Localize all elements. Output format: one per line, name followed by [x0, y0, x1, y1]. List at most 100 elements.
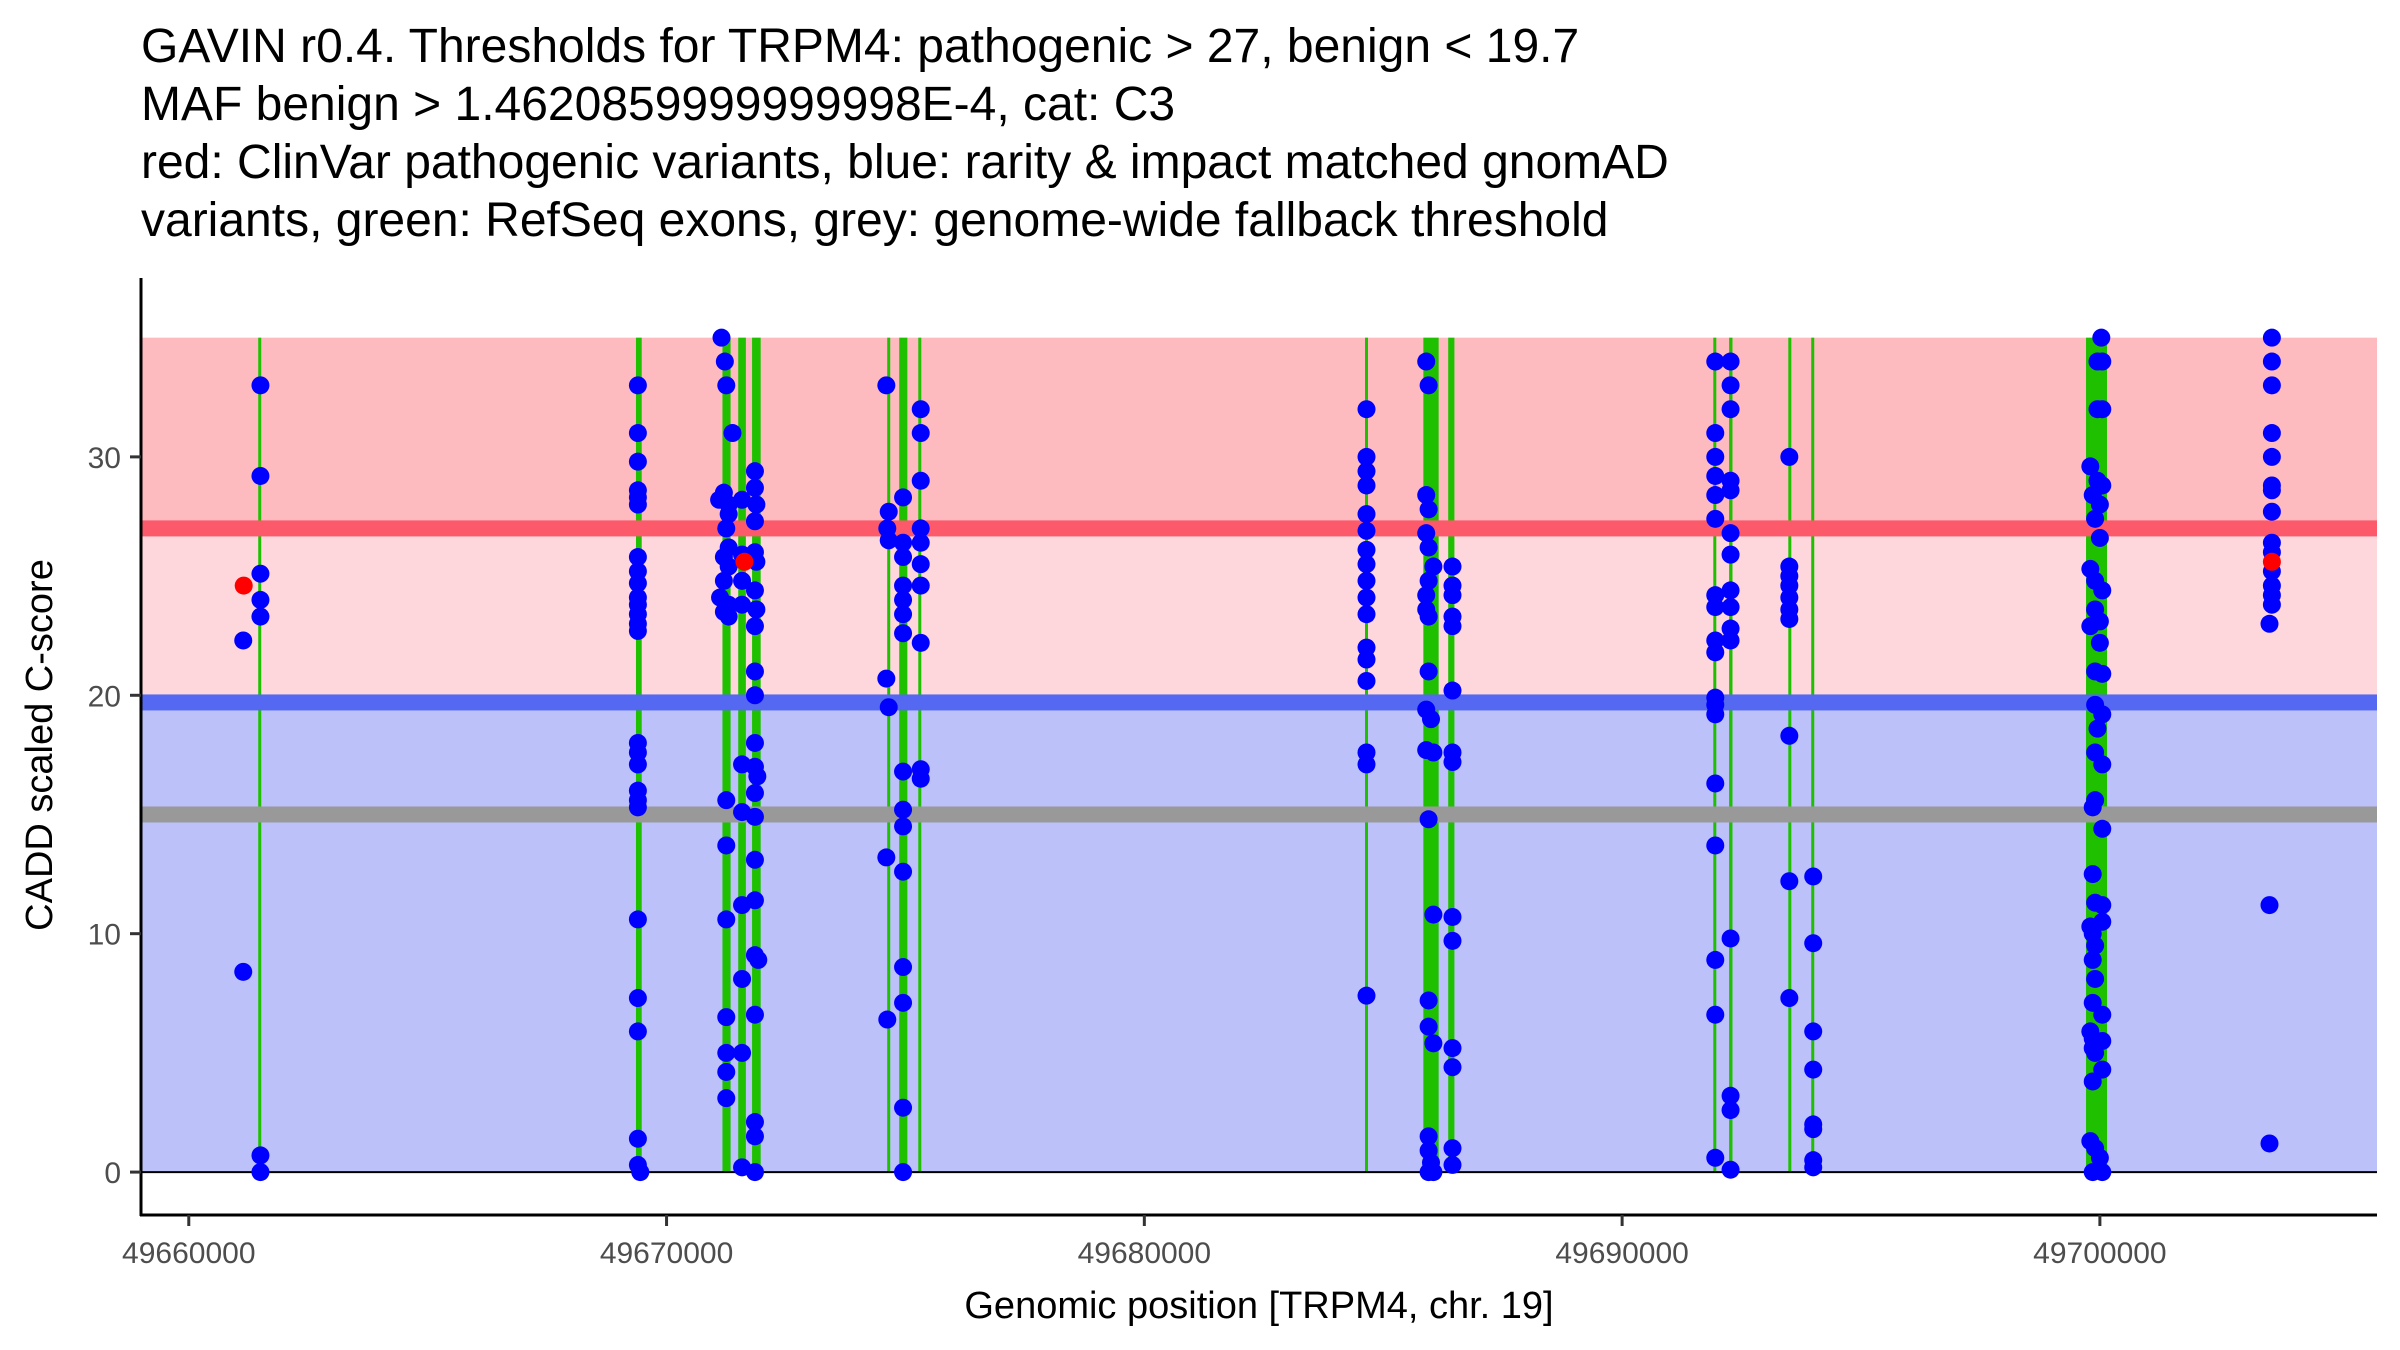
gnomad-point — [1706, 1148, 1725, 1167]
gnomad-point — [745, 512, 764, 531]
gnomad-point — [894, 817, 913, 836]
gnomad-point — [1357, 476, 1376, 495]
gnomad-point — [894, 488, 913, 507]
gnomad-point — [717, 1043, 736, 1062]
title-line-1: GAVIN r0.4. Thresholds for TRPM4: pathog… — [141, 20, 1579, 73]
gnomad-point — [1419, 538, 1438, 557]
gnomad-point — [234, 631, 253, 650]
gnomad-point — [2262, 376, 2281, 395]
gnomad-point — [2262, 328, 2281, 347]
gnomad-point — [717, 1062, 736, 1081]
x-tick-label: 49660000 — [122, 1237, 255, 1270]
gnomad-point — [911, 533, 930, 552]
gnomad-point — [894, 958, 913, 977]
gnomad-point — [1419, 571, 1438, 590]
gnomad-point — [733, 595, 752, 614]
gnomad-point — [631, 1163, 650, 1182]
exon-line — [722, 337, 731, 1173]
gnomad-point — [1443, 1058, 1462, 1077]
benign-band — [141, 702, 2377, 1173]
gnomad-point — [877, 848, 896, 867]
gnomad-point — [1357, 671, 1376, 690]
gnomad-point — [1424, 557, 1443, 576]
gnomad-point — [1706, 509, 1725, 528]
gnomad-point — [719, 557, 738, 576]
gnomad-point — [628, 574, 647, 593]
gnomad-point — [2086, 936, 2105, 955]
gnomad-point — [745, 662, 764, 681]
gnomad-point — [911, 519, 930, 538]
gnomad-point — [1706, 486, 1725, 505]
gnomad-point — [1804, 1158, 1823, 1177]
gnomad-point — [2093, 896, 2112, 915]
gnomad-point — [1721, 581, 1740, 600]
gnomad-point — [251, 590, 270, 609]
gnomad-point — [911, 555, 930, 574]
gnomad-point — [1443, 931, 1462, 950]
gnomad-point — [712, 328, 731, 347]
gnomad-point — [1721, 376, 1740, 395]
gnomad-point — [628, 1129, 647, 1148]
variant-points — [234, 328, 2281, 1182]
gnomad-point — [911, 633, 930, 652]
gnomad-point — [628, 798, 647, 817]
gnomad-point — [717, 1089, 736, 1108]
gnomad-point — [749, 950, 768, 969]
gnomad-point — [628, 621, 647, 640]
gnomad-point — [2262, 481, 2281, 500]
gnomad-point — [628, 495, 647, 514]
gnomad-point — [2086, 791, 2105, 810]
gnomad-point — [911, 769, 930, 788]
gnomad-point — [251, 1146, 270, 1165]
gnomad-point — [1804, 1060, 1823, 1079]
gnomad-point — [1721, 352, 1740, 371]
gnomad-point — [733, 490, 752, 509]
gnomad-point — [745, 617, 764, 636]
gnomad-point — [1357, 571, 1376, 590]
gnomad-point — [877, 669, 896, 688]
gnomad-point — [1780, 726, 1799, 745]
gnomad-point — [745, 1163, 764, 1182]
gnomad-point — [1417, 524, 1436, 543]
pathogenic-band — [141, 337, 2377, 529]
gnomad-point — [2093, 1005, 2112, 1024]
gnomad-point — [2086, 509, 2105, 528]
gnomad-point — [1721, 929, 1740, 948]
gnomad-point — [1357, 755, 1376, 774]
gnomad-point — [1419, 1127, 1438, 1146]
gnomad-point — [2262, 595, 2281, 614]
gnomad-point — [714, 571, 733, 590]
gnomad-point — [1706, 466, 1725, 485]
gnomad-point — [745, 478, 764, 497]
x-tick-label: 49670000 — [600, 1237, 733, 1270]
gnomad-point — [2081, 457, 2100, 476]
gnomad-point — [715, 352, 734, 371]
exon-line — [738, 337, 746, 1173]
exon-line — [1811, 337, 1815, 1173]
gnomad-point — [2093, 581, 2112, 600]
gnomad-point — [1419, 500, 1438, 519]
threshold-lines — [141, 520, 2377, 1174]
clinvar-point — [2262, 552, 2281, 571]
gnomad-point — [1443, 557, 1462, 576]
fallback-threshold-line — [141, 806, 2377, 823]
gnomad-point — [2083, 1072, 2102, 1091]
y-tick-label: 30 — [88, 442, 121, 475]
gnomad-point — [717, 791, 736, 810]
gnomad-point — [1706, 1005, 1725, 1024]
gnomad-point — [1443, 681, 1462, 700]
gnomad-point — [1357, 447, 1376, 466]
gnomad-point — [894, 993, 913, 1012]
gnomad-point — [1706, 950, 1725, 969]
pathogenic-threshold-line — [141, 520, 2377, 537]
exon-line — [899, 337, 908, 1173]
gnomad-point — [745, 807, 764, 826]
gnomad-point — [747, 600, 766, 619]
gnomad-point — [1443, 617, 1462, 636]
gnomad-point — [717, 376, 736, 395]
x-axis-title: Genomic position [TRPM4, chr. 19] — [964, 1285, 1553, 1327]
gnomad-point — [894, 624, 913, 643]
benign-threshold-line — [141, 694, 2377, 711]
chart-title: GAVIN r0.4. Thresholds for TRPM4: pathog… — [141, 20, 1669, 247]
gnomad-point — [1706, 643, 1725, 662]
